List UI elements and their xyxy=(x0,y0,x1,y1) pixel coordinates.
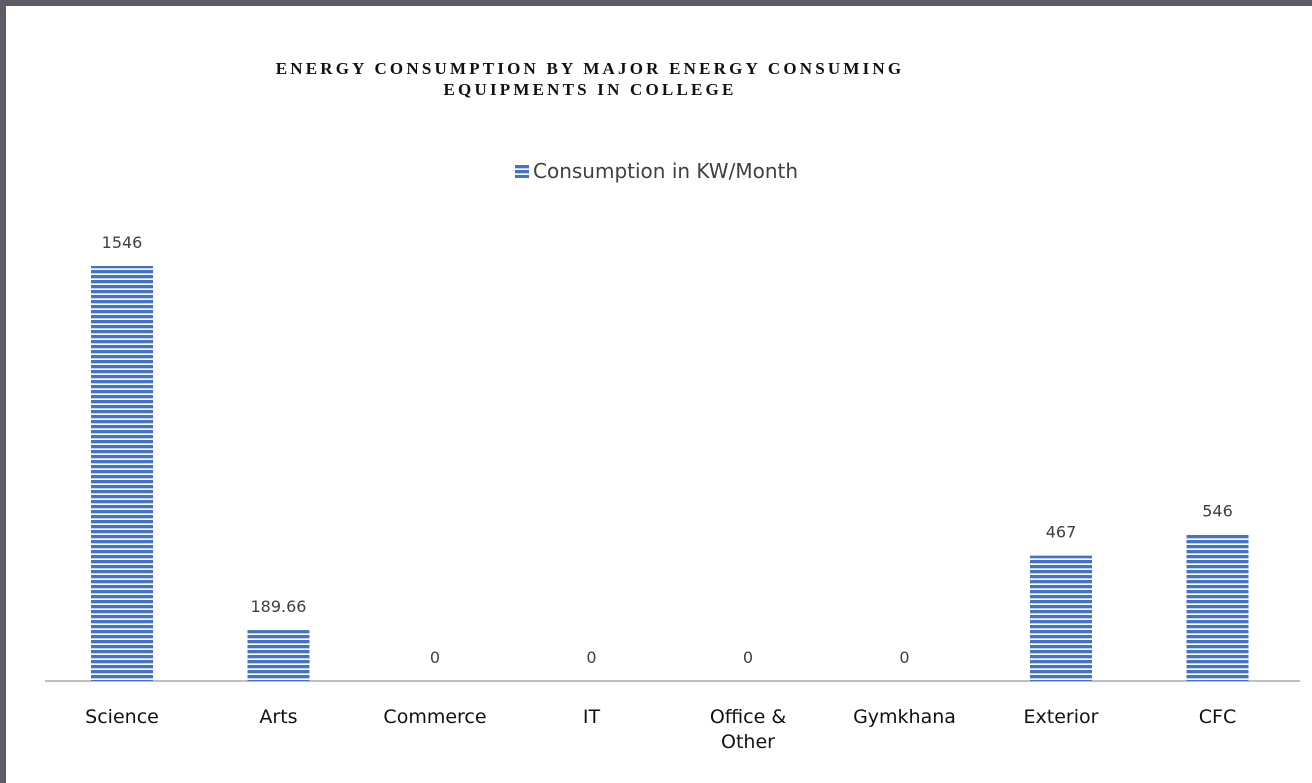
data-label: 0 xyxy=(899,648,909,667)
frame xyxy=(0,0,6,783)
chart-title: ENERGY CONSUMPTION BY MAJOR ENERGY CONSU… xyxy=(275,59,905,99)
x-tick-label: CFC xyxy=(1198,706,1237,728)
data-label: 1546 xyxy=(102,233,143,252)
bar xyxy=(1186,534,1249,681)
bar xyxy=(1030,555,1092,681)
legend-label: Consumption in KW/Month xyxy=(533,159,798,183)
x-tick-label: Science xyxy=(85,706,159,728)
x-tick-label: Arts xyxy=(259,706,298,728)
x-tick-label: Commerce xyxy=(383,706,487,728)
data-label: 467 xyxy=(1046,523,1077,542)
data-label: 0 xyxy=(430,648,440,667)
data-label: 0 xyxy=(586,648,596,667)
frame xyxy=(0,0,1312,6)
legend-swatch xyxy=(515,164,529,178)
data-label: 189.66 xyxy=(251,597,307,616)
x-tick-label: Gymkhana xyxy=(853,706,956,728)
x-tick-label: Exterior xyxy=(1023,706,1099,728)
x-tick-label: Office & Other xyxy=(709,706,787,753)
bar xyxy=(91,266,153,681)
data-label: 0 xyxy=(743,648,753,667)
data-label: 546 xyxy=(1202,501,1233,520)
x-tick-label: IT xyxy=(582,706,601,728)
bar xyxy=(247,630,310,681)
